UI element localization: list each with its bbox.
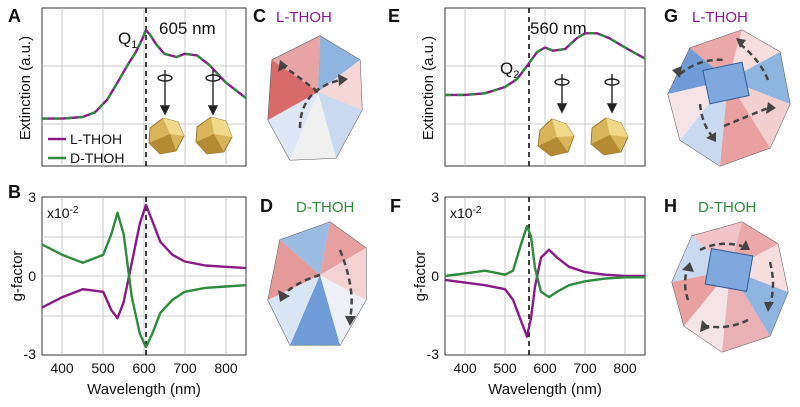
helicoid-model-l-thoh-top [667,29,791,167]
panel-letter-h: H [664,196,677,216]
rotation-arrow-icon [157,70,173,116]
panel-b-xlabel: Wavelength (nm) [87,381,201,398]
panel-c-title: L-THOH [276,9,332,26]
panel-letter-f: F [390,196,401,216]
panel-e-ylabel: Extinction (a.u.) [420,36,437,140]
panel-f-xlabel: Wavelength (nm) [488,381,602,398]
series-line-d-thoh [42,28,247,120]
panel-g: G L-THOH [664,6,791,167]
panel-e: E Extinction (a.u.) Q2 560 nm [388,6,646,167]
panel-f-xtick: 600 [533,360,557,376]
legend-label-l-thoh: L-THOH [70,131,122,147]
series-line-l-thoh [444,248,645,338]
panel-letter-e: E [388,6,400,26]
panel-e-peak-label: 560 nm [530,19,587,38]
panel-letter-c: C [253,6,266,26]
panel-b-ytick: 0 [28,268,36,284]
panel-h: H D-THOH [664,196,789,353]
rotation-arrow-icon [554,74,570,114]
panel-b: B 3 0 -3 g-factor x10-2 400 500 600 700 … [8,182,247,398]
panel-f-xtick: 400 [453,360,477,376]
panel-a-lines [42,28,247,120]
panel-d-title: D-THOH [296,199,354,216]
panel-b-ytick: -3 [24,346,37,362]
series-line-d-thoh [444,224,645,299]
series-line-l-thoh [41,203,247,320]
panel-b-xtick: 600 [132,360,156,376]
panel-a: A Extinction (a.u.) Q1 605 nm [8,6,247,167]
panel-a-ylabel: Extinction (a.u.) [17,36,34,140]
panel-a-peak-label: 605 nm [159,19,216,38]
panel-letter-d: D [260,196,273,216]
helicoid-model-d-thoh-top [671,221,789,353]
panel-b-xtick: 400 [50,360,74,376]
panel-e-q-label: Q2 [500,59,519,81]
helicoid-model-d-thoh [267,221,367,346]
gold-nanoparticle-right [590,117,629,156]
panel-b-ylabel: g-factor [9,251,26,302]
panel-b-xtick: 700 [173,360,197,376]
panel-f-ytick: 0 [431,268,439,284]
panel-f-xtick: 700 [573,360,597,376]
panel-e-lines [445,32,646,97]
panel-letter-b: B [8,182,21,202]
gold-nanoparticle-right [195,116,233,155]
series-line-d-thoh [41,211,247,349]
panel-f-xtick: 800 [613,360,637,376]
panel-d: D D-THOH [260,196,367,346]
panel-b-xtick: 500 [91,360,115,376]
rotation-arrow-icon [205,70,221,116]
panel-f-ylabel: g-factor [412,251,429,302]
panel-h-title: D-THOH [698,199,756,216]
panel-letter-a: A [8,6,21,26]
legend-label-d-thoh: D-THOH [70,150,124,166]
panel-a-q-label: Q1 [118,29,137,51]
panel-f-ytick: 3 [431,189,439,205]
panel-letter-g: G [664,6,678,26]
gold-nanoparticle-left [537,118,575,157]
helicoid-model-l-thoh [267,35,363,161]
panel-f-xtick: 500 [493,360,517,376]
gold-nanoparticle-left [148,117,185,155]
panel-f: F 3 0 -3 g-factor x10-2 400 500 600 700 … [390,189,646,398]
legend: L-THOH D-THOH [48,131,124,166]
panel-f-scale-note: x10-2 [450,205,482,221]
panel-b-scale-note: x10-2 [47,205,79,221]
panel-b-xtick: 800 [214,360,238,376]
panel-f-lines [444,224,645,338]
panel-c: C L-THOH [253,6,363,161]
panel-b-ytick: 3 [28,189,36,205]
rotation-arrow-icon [604,74,620,114]
panel-f-ytick: -3 [427,346,440,362]
panel-g-title: L-THOH [692,9,748,26]
panel-b-grid [42,197,246,355]
series-line-d-thoh [445,32,646,97]
panel-b-lines [41,203,247,349]
